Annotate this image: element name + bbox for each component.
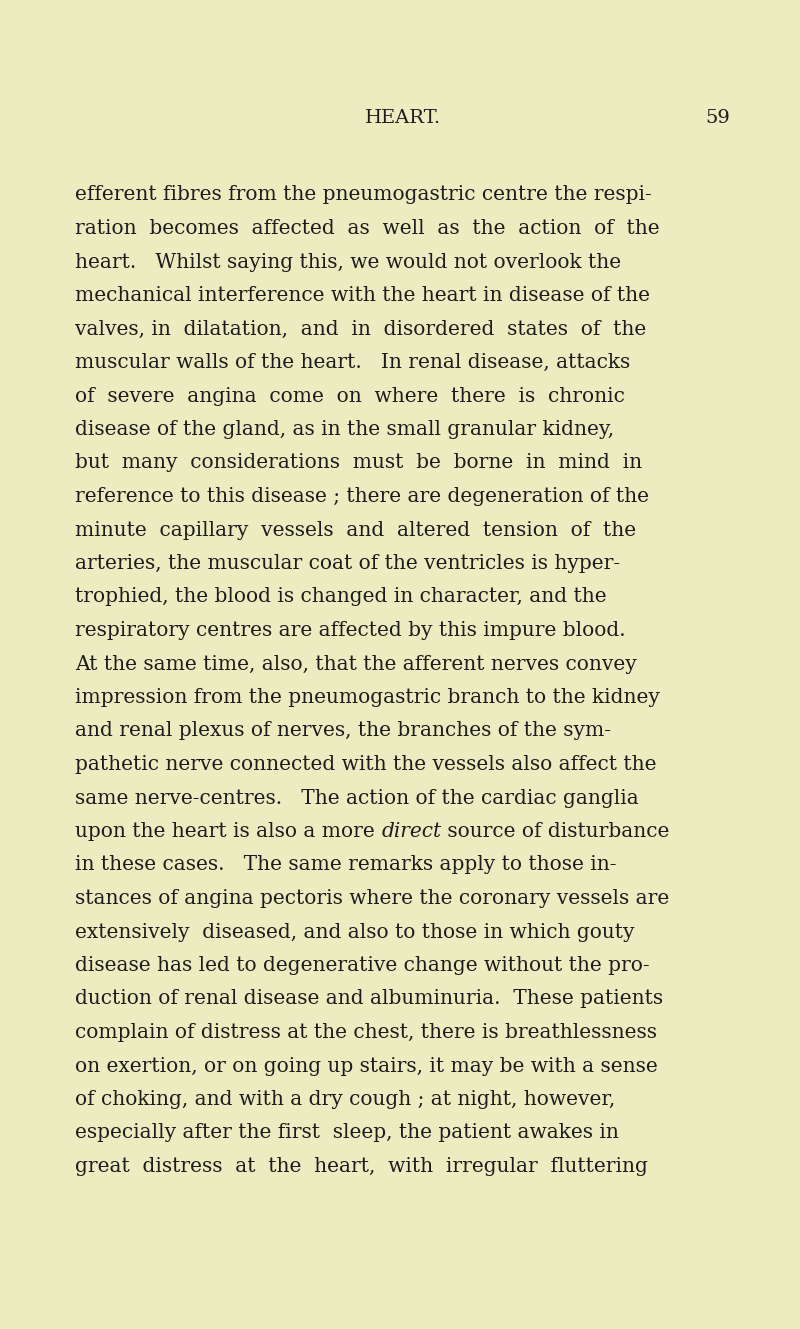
Text: extensively  diseased, and also to those in which gouty: extensively diseased, and also to those … (75, 922, 634, 941)
Text: same nerve-centres.   The action of the cardiac ganglia: same nerve-centres. The action of the ca… (75, 788, 638, 808)
Text: of  severe  angina  come  on  where  there  is  chronic: of severe angina come on where there is … (75, 387, 625, 405)
Text: disease has led to degenerative change without the pro-: disease has led to degenerative change w… (75, 956, 650, 975)
Text: minute  capillary  vessels  and  altered  tension  of  the: minute capillary vessels and altered ten… (75, 521, 636, 540)
Text: mechanical interference with the heart in disease of the: mechanical interference with the heart i… (75, 286, 650, 304)
Text: At the same time, also, that the afferent nerves convey: At the same time, also, that the afferen… (75, 654, 637, 674)
Text: trophied, the blood is changed in character, and the: trophied, the blood is changed in charac… (75, 587, 606, 606)
Text: efferent fibres from the pneumogastric centre the respi-: efferent fibres from the pneumogastric c… (75, 186, 652, 205)
Text: heart.   Whilst saying this, we would not overlook the: heart. Whilst saying this, we would not … (75, 253, 621, 271)
Text: respiratory centres are affected by this impure blood.: respiratory centres are affected by this… (75, 621, 626, 641)
Text: in these cases.   The same remarks apply to those in-: in these cases. The same remarks apply t… (75, 856, 617, 874)
Text: 59: 59 (705, 109, 730, 128)
Text: impression from the pneumogastric branch to the kidney: impression from the pneumogastric branch… (75, 688, 660, 707)
Text: stances of angina pectoris where the coronary vessels are: stances of angina pectoris where the cor… (75, 889, 670, 908)
Text: especially after the first  sleep, the patient awakes in: especially after the first sleep, the pa… (75, 1123, 619, 1143)
Text: arteries, the muscular coat of the ventricles is hyper-: arteries, the muscular coat of the ventr… (75, 554, 620, 573)
Text: direct: direct (381, 823, 442, 841)
Text: complain of distress at the chest, there is breathlessness: complain of distress at the chest, there… (75, 1023, 657, 1042)
Text: source of disturbance: source of disturbance (442, 823, 670, 841)
Text: and renal plexus of nerves, the branches of the sym-: and renal plexus of nerves, the branches… (75, 722, 611, 740)
Text: HEART.: HEART. (365, 109, 441, 128)
Text: great  distress  at  the  heart,  with  irregular  fluttering: great distress at the heart, with irregu… (75, 1158, 648, 1176)
Text: reference to this disease ; there are degeneration of the: reference to this disease ; there are de… (75, 486, 649, 506)
Text: pathetic nerve connected with the vessels also affect the: pathetic nerve connected with the vessel… (75, 755, 657, 773)
Text: valves, in  dilatation,  and  in  disordered  states  of  the: valves, in dilatation, and in disordered… (75, 319, 646, 339)
Text: duction of renal disease and albuminuria.  These patients: duction of renal disease and albuminuria… (75, 990, 663, 1009)
Text: on exertion, or on going up stairs, it may be with a sense: on exertion, or on going up stairs, it m… (75, 1057, 658, 1075)
Text: ration  becomes  affected  as  well  as  the  action  of  the: ration becomes affected as well as the a… (75, 219, 660, 238)
Text: disease of the gland, as in the small granular kidney,: disease of the gland, as in the small gr… (75, 420, 614, 439)
Text: of choking, and with a dry cough ; at night, however,: of choking, and with a dry cough ; at ni… (75, 1090, 615, 1108)
Text: muscular walls of the heart.   In renal disease, attacks: muscular walls of the heart. In renal di… (75, 354, 630, 372)
Text: but  many  considerations  must  be  borne  in  mind  in: but many considerations must be borne in… (75, 453, 642, 473)
Text: upon the heart is also a more: upon the heart is also a more (75, 823, 381, 841)
